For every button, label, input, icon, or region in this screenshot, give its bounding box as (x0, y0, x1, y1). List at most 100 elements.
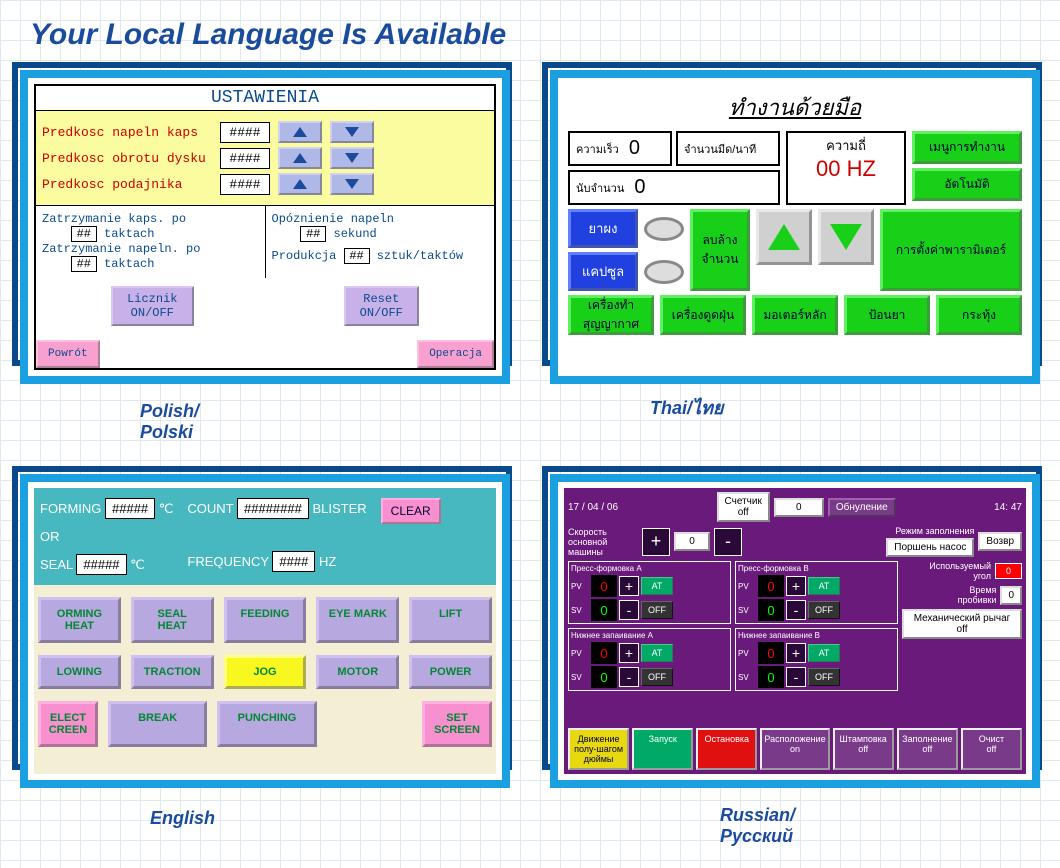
at-button[interactable]: AT (808, 577, 840, 595)
clear-button[interactable]: ลบล้าง จำนวน (690, 209, 750, 291)
russian-bottom-button[interactable]: Движение полу-шагом дюймы (568, 728, 629, 770)
at-button[interactable]: AT (808, 644, 840, 662)
off-button[interactable]: OFF (808, 668, 840, 686)
time-label: Время пробивки (902, 585, 996, 605)
label: SEAL (40, 557, 73, 572)
label: COUNT (187, 501, 233, 516)
english-button[interactable]: FEEDING (224, 597, 307, 643)
english-button[interactable]: MOTOR (316, 655, 399, 689)
label: ความถี่ (794, 135, 898, 156)
polish-header: USTAWIENIA (36, 86, 494, 111)
lever-button[interactable]: Механический рычаг off (902, 609, 1022, 639)
thai-bottom-button[interactable]: เครื่องทำสุญญากาศ (568, 295, 654, 335)
english-label: English (150, 808, 215, 830)
operation-button[interactable]: Operacja (417, 340, 494, 368)
thai-bottom-button[interactable]: มอเตอร์หลัก (752, 295, 838, 335)
count-box: จำนวนมีด/นาที (676, 131, 780, 166)
minus-button[interactable]: - (714, 528, 742, 556)
english-button[interactable]: JOG (224, 655, 307, 689)
reset-button[interactable]: Обнуление (828, 498, 896, 517)
thai-bottom-button[interactable]: เครื่องดูดฝุ่น (660, 295, 746, 335)
reset-button[interactable]: Reset ON/OFF (344, 286, 419, 326)
down-arrow-button[interactable] (818, 209, 874, 265)
english-button[interactable]: LOWING (38, 655, 121, 689)
english-button[interactable]: ORMING HEAT (38, 597, 121, 643)
row-label: Predkosc napeln kaps (42, 125, 212, 140)
unit: ℃ (130, 557, 145, 572)
label: FREQUENCY (187, 554, 268, 569)
plus-button[interactable]: + (619, 576, 639, 596)
plus-button[interactable]: + (619, 643, 639, 663)
plus-button[interactable]: + (786, 576, 806, 596)
row-value: #### (220, 122, 270, 143)
at-button[interactable]: AT (641, 577, 673, 595)
thai-bottom-button[interactable]: ป้อนยา (844, 295, 930, 335)
polish-right-block: Opóznienie napeln ## sekund Produkcja ##… (266, 206, 495, 278)
russian-bottom-button[interactable]: Штамповка off (833, 728, 894, 770)
row-value: #### (220, 148, 270, 169)
russian-bottom-button[interactable]: Очист off (961, 728, 1022, 770)
mode-label: Режим заполнения (746, 526, 974, 536)
off-button[interactable]: OFF (808, 601, 840, 619)
angle-label: Используемый угол (902, 561, 991, 581)
text: Zatrzymanie napeln. po (42, 242, 259, 256)
off-button[interactable]: OFF (641, 601, 673, 619)
russian-bottom-button[interactable]: Остановка (696, 728, 757, 770)
value: 00 (816, 156, 840, 181)
minus-button[interactable]: - (786, 600, 806, 620)
english-button[interactable]: EYE MARK (316, 597, 399, 643)
up-button[interactable] (278, 173, 322, 195)
value: ## (344, 248, 370, 264)
russian-bottom-button[interactable]: Запуск (632, 728, 693, 770)
minus-button[interactable]: - (619, 667, 639, 687)
value: ## (71, 256, 97, 272)
powder-button[interactable]: ยาผง (568, 209, 638, 248)
piston-button[interactable]: Поршень насос (886, 538, 974, 557)
minus-button[interactable]: - (619, 600, 639, 620)
down-button[interactable] (330, 121, 374, 143)
counter-button[interactable]: Счетчик off (717, 492, 770, 522)
up-arrow-button[interactable] (756, 209, 812, 265)
angle-value: 0 (995, 563, 1022, 579)
set-screen-button[interactable]: SET SCREEN (422, 701, 492, 747)
up-button[interactable] (278, 121, 322, 143)
row-label: Predkosc obrotu dysku (42, 151, 212, 166)
english-button[interactable]: LIFT (409, 597, 492, 643)
off-button[interactable]: OFF (641, 668, 673, 686)
back-button[interactable]: Powrót (36, 340, 100, 368)
speed-value: 0 (674, 532, 710, 551)
thai-bottom-button[interactable]: กระทุ้ง (936, 295, 1022, 335)
russian-block: Пресс-формовка B PV0+AT SV0-OFF (735, 561, 898, 624)
down-button[interactable] (330, 147, 374, 169)
english-button[interactable]: POWER (409, 655, 492, 689)
polish-panel: USTAWIENIA Predkosc napeln kaps #### Pre… (20, 70, 510, 444)
counter-button[interactable]: Licznik ON/OFF (111, 286, 193, 326)
value: ## (300, 226, 326, 242)
minus-button[interactable]: - (786, 667, 806, 687)
english-button[interactable]: SEAL HEAT (131, 597, 214, 643)
select-screen-button[interactable]: ELECT CREEN (38, 701, 98, 747)
plus-button[interactable]: + (642, 528, 670, 556)
english-button[interactable]: TRACTION (131, 655, 214, 689)
label: BLISTER (312, 501, 366, 516)
plus-button[interactable]: + (786, 643, 806, 663)
menu-button-3[interactable]: การตั้งค่าพารามิเตอร์ (880, 209, 1022, 291)
russian-bottom-button[interactable]: Заполнение off (897, 728, 958, 770)
return-button[interactable]: Возвр (978, 532, 1022, 551)
label: จำนวนมีด/นาที (684, 140, 756, 158)
panels-grid: USTAWIENIA Predkosc napeln kaps #### Pre… (20, 70, 1040, 848)
page-title: Your Local Language Is Available (30, 18, 506, 52)
value: ##### (76, 554, 126, 575)
down-button[interactable] (330, 173, 374, 195)
clear-button[interactable]: CLEAR (381, 498, 441, 524)
label: FORMING (40, 501, 101, 516)
at-button[interactable]: AT (641, 644, 673, 662)
menu-button-2[interactable]: อัตโนมัติ (912, 168, 1022, 201)
russian-bottom-button[interactable]: Расположение on (760, 728, 829, 770)
unit: taktach (104, 257, 154, 271)
break-button[interactable]: BREAK (108, 701, 207, 747)
punching-button[interactable]: PUNCHING (217, 701, 316, 747)
capsule-button[interactable]: แคปซูล (568, 252, 638, 291)
menu-button-1[interactable]: เมนูการทำงาน (912, 131, 1022, 164)
up-button[interactable] (278, 147, 322, 169)
